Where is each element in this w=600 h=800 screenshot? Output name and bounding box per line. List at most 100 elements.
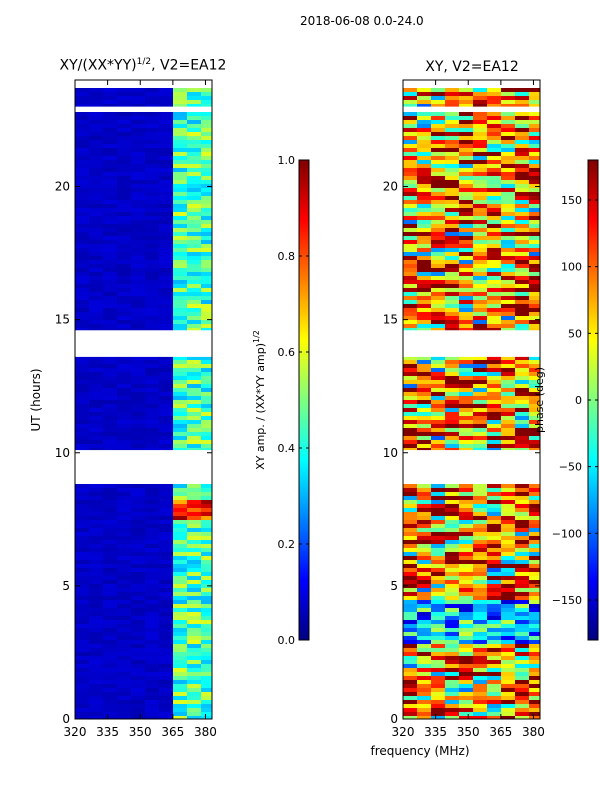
right-heatmap-cell	[529, 660, 540, 665]
right-heatmap-cell	[529, 544, 540, 549]
right-heatmap-cell	[501, 156, 516, 161]
left-heatmap-cell	[187, 204, 202, 209]
right-heatmap-cell	[417, 512, 432, 517]
right-heatmap-cell	[403, 492, 418, 497]
right-heatmap-cell	[417, 140, 432, 145]
left-heatmap-cell	[131, 664, 146, 669]
right-heatmap-cell	[445, 324, 460, 329]
left-heatmap-cell	[201, 212, 212, 217]
right-heatmap-cell	[459, 360, 474, 365]
right-heatmap-cell	[515, 228, 530, 233]
left-heatmap-cell	[173, 556, 188, 561]
right-heatmap-cell	[445, 424, 460, 429]
left-heatmap-cell	[131, 156, 146, 161]
left-heatmap-cell	[145, 684, 160, 689]
right-heatmap-cell	[515, 256, 530, 261]
right-heatmap-cell	[473, 624, 488, 629]
right-heatmap-cell	[501, 288, 516, 293]
right-heatmap-cell	[403, 96, 418, 101]
left-heatmap-cell	[173, 668, 188, 673]
left-heatmap-cell	[145, 372, 160, 377]
left-heatmap-cell	[117, 640, 132, 645]
right-heatmap-cell	[515, 176, 530, 181]
left-heatmap-cell	[201, 692, 212, 697]
left-heatmap-cell	[145, 408, 160, 413]
left-heatmap-cell	[145, 552, 160, 557]
left-heatmap-cell	[75, 528, 90, 533]
right-heatmap-cell	[417, 256, 432, 261]
right-heatmap-cell	[473, 196, 488, 201]
right-heatmap-cell	[501, 116, 516, 121]
left-heatmap-cell	[103, 648, 118, 653]
right-heatmap-cell	[473, 248, 488, 253]
right-heatmap-cell	[459, 396, 474, 401]
right-heatmap-cell	[529, 708, 540, 713]
left-heatmap-cell	[187, 616, 202, 621]
right-heatmap-cell	[515, 704, 530, 709]
left-heatmap-cell	[173, 184, 188, 189]
left-heatmap-cell	[159, 528, 174, 533]
right-heatmap-cell	[445, 136, 460, 141]
left-heatmap-cell	[145, 712, 160, 717]
left-heatmap-cell	[173, 432, 188, 437]
right-heatmap-cell	[487, 716, 502, 719]
right-heatmap-cell	[473, 416, 488, 421]
left-heatmap-cell	[145, 512, 160, 517]
left-heatmap-cell	[75, 220, 90, 225]
left-heatmap-cell	[145, 276, 160, 281]
left-heatmap-cell	[117, 288, 132, 293]
right-heatmap-cell	[501, 620, 516, 625]
right-heatmap-cell	[403, 300, 418, 305]
left-heatmap-cell	[131, 248, 146, 253]
right-heatmap-cell	[515, 320, 530, 325]
left-heatmap-cell	[159, 392, 174, 397]
left-heatmap-cell	[145, 292, 160, 297]
right-heatmap-cell	[445, 440, 460, 445]
right-heatmap-cell	[445, 600, 460, 605]
left-heatmap-cell	[201, 700, 212, 705]
right-heatmap-cell	[473, 432, 488, 437]
right-heatmap-cell	[417, 372, 432, 377]
right-heatmap-cell	[487, 700, 502, 705]
right-heatmap-cell	[403, 376, 418, 381]
right-heatmap-cell	[417, 132, 432, 137]
right-heatmap-cell	[473, 360, 488, 365]
left-heatmap-cell	[75, 588, 90, 593]
right-heatmap-cell	[459, 492, 474, 497]
left-heatmap-cell	[187, 552, 202, 557]
left-heatmap-cell	[89, 136, 104, 141]
left-heatmap-cell	[117, 496, 132, 501]
left-heatmap-cell	[145, 648, 160, 653]
left-heatmap-cell	[75, 284, 90, 289]
left-heatmap-cell	[117, 184, 132, 189]
left-heatmap-cell	[201, 88, 212, 93]
left-heatmap-cell	[103, 160, 118, 165]
left-heatmap-cell	[117, 652, 132, 657]
right-heatmap-cell	[501, 404, 516, 409]
left-heatmap-cell	[117, 604, 132, 609]
right-heatmap-cell	[431, 704, 446, 709]
left-heatmap-cell	[173, 428, 188, 433]
right-heatmap-cell	[529, 656, 540, 661]
left-heatmap-cell	[159, 256, 174, 261]
right-heatmap-cell	[445, 88, 460, 93]
right-heatmap-cell	[445, 92, 460, 97]
right-heatmap-cell	[403, 208, 418, 213]
right-heatmap-cell	[487, 164, 502, 169]
right-heatmap-cell	[473, 204, 488, 209]
right-heatmap-cell	[431, 372, 446, 377]
left-heatmap-cell	[159, 596, 174, 601]
right-heatmap-cell	[515, 416, 530, 421]
left-heatmap-cell	[201, 420, 212, 425]
left-heatmap-cell	[173, 216, 188, 221]
left-heatmap-cell	[75, 188, 90, 193]
left-heatmap-cell	[159, 136, 174, 141]
right-heatmap-cell	[515, 428, 530, 433]
left-heatmap-cell	[89, 204, 104, 209]
left-heatmap-cell	[187, 488, 202, 493]
right-heatmap-cell	[515, 380, 530, 385]
left-heatmap-cell	[187, 252, 202, 257]
left-heatmap-cell	[103, 368, 118, 373]
right-heatmap-cell	[431, 624, 446, 629]
left-heatmap-cell	[131, 116, 146, 121]
